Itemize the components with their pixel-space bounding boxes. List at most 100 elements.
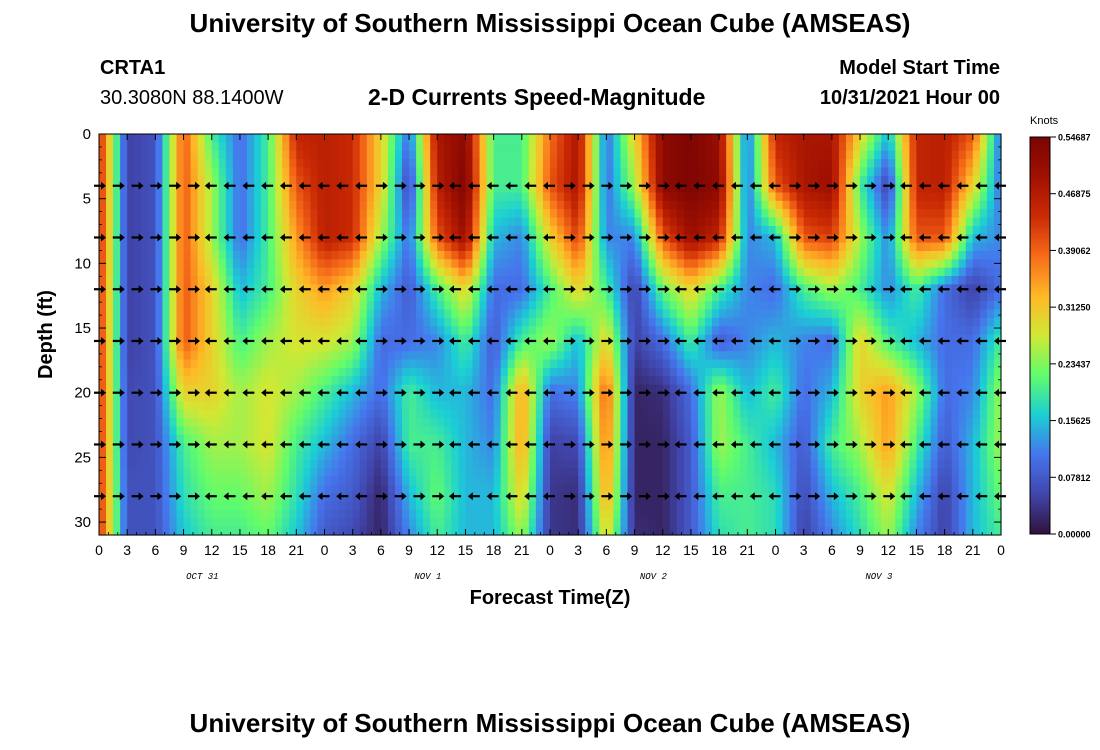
heatmap-cell xyxy=(437,267,445,277)
heatmap-cell xyxy=(895,342,903,352)
heatmap-cell xyxy=(789,401,798,411)
heatmap-cell xyxy=(486,209,495,219)
heatmap-cell xyxy=(831,367,840,377)
heatmap-cell xyxy=(993,384,1002,394)
heatmap-cell xyxy=(909,418,918,427)
heatmap-cell xyxy=(232,384,241,394)
heatmap-cell xyxy=(211,134,220,143)
heatmap-cell xyxy=(951,292,960,302)
heatmap-cell xyxy=(261,434,269,444)
heatmap-cell xyxy=(683,334,692,344)
heatmap-cell xyxy=(923,401,932,411)
heatmap-cell xyxy=(345,384,354,394)
heatmap-cell xyxy=(796,292,805,302)
heatmap-cell xyxy=(338,401,347,411)
heatmap-cell xyxy=(824,301,833,311)
heatmap-cell xyxy=(176,250,185,260)
heatmap-cell xyxy=(465,434,474,444)
heatmap-cell xyxy=(803,209,812,219)
heatmap-cell xyxy=(550,192,558,202)
heatmap-cell xyxy=(275,159,283,169)
heatmap-cell xyxy=(867,384,875,394)
heatmap-cell xyxy=(324,451,333,461)
heatmap-cell xyxy=(810,217,819,227)
heatmap-cell xyxy=(613,317,622,327)
heatmap-cell xyxy=(444,259,452,269)
heatmap-cell xyxy=(564,142,572,152)
heatmap-cell xyxy=(310,326,319,336)
heatmap-cell xyxy=(775,334,784,344)
heatmap-cell xyxy=(824,200,833,210)
heatmap-cell xyxy=(423,200,431,210)
heatmap-cell xyxy=(937,342,946,352)
heatmap-cell xyxy=(782,309,791,319)
heatmap-cell xyxy=(423,384,431,394)
heatmap-cell xyxy=(606,192,615,202)
heatmap-cell xyxy=(923,409,932,419)
heatmap-cell xyxy=(317,309,326,319)
heatmap-cell xyxy=(465,326,474,336)
heatmap-cell xyxy=(106,234,114,244)
heatmap-cell xyxy=(141,367,149,377)
heatmap-cell xyxy=(451,192,459,202)
heatmap-cell xyxy=(359,192,368,202)
heatmap-cell xyxy=(775,217,784,227)
heatmap-cell xyxy=(810,426,819,436)
heatmap-cell xyxy=(951,234,960,244)
heatmap-cell xyxy=(416,134,424,143)
heatmap-cell xyxy=(803,301,812,311)
heatmap-cell xyxy=(155,217,164,227)
heatmap-cell xyxy=(113,234,121,244)
heatmap-cell xyxy=(550,200,558,210)
heatmap-cell xyxy=(380,401,389,411)
heatmap-cell xyxy=(289,175,297,185)
heatmap-cell xyxy=(705,284,713,294)
heatmap-cell xyxy=(373,192,382,202)
heatmap-cell xyxy=(578,426,586,436)
heatmap-cell xyxy=(113,418,121,427)
heatmap-cell xyxy=(655,409,664,419)
heatmap-cell xyxy=(134,142,142,152)
heatmap-cell xyxy=(352,301,361,311)
heatmap-cell xyxy=(409,451,417,461)
heatmap-cell xyxy=(930,334,939,344)
heatmap-cell xyxy=(225,434,234,444)
heatmap-cell xyxy=(261,159,269,169)
heatmap-cell xyxy=(676,292,685,302)
heatmap-cell xyxy=(373,326,382,336)
heatmap-cell xyxy=(345,334,354,344)
heatmap-cell xyxy=(761,401,770,411)
heatmap-cell xyxy=(585,167,593,177)
heatmap-cell xyxy=(338,150,347,160)
heatmap-cell xyxy=(895,451,903,461)
heatmap-cell xyxy=(697,184,706,194)
heatmap-cell xyxy=(690,326,699,336)
heatmap-cell xyxy=(838,392,847,402)
heatmap-cell xyxy=(535,150,544,160)
heatmap-cell xyxy=(761,159,770,169)
heatmap-cell xyxy=(134,242,142,252)
heatmap-cell xyxy=(409,401,417,411)
heatmap-cell xyxy=(296,384,304,394)
heatmap-cell xyxy=(620,150,629,160)
heatmap-cell xyxy=(817,392,826,402)
heatmap-cell xyxy=(416,267,424,277)
heatmap-cell xyxy=(641,384,650,394)
heatmap-cell xyxy=(528,326,537,336)
heatmap-cell xyxy=(268,134,276,143)
heatmap-cell xyxy=(155,434,164,444)
heatmap-cell xyxy=(951,384,960,394)
heatmap-cell xyxy=(352,309,361,319)
heatmap-cell xyxy=(113,301,121,311)
heatmap-cell xyxy=(409,392,417,402)
heatmap-cell xyxy=(289,200,297,210)
heatmap-cell xyxy=(690,142,699,152)
heatmap-cell xyxy=(535,342,544,352)
heatmap-cell xyxy=(557,134,565,143)
heatmap-cell xyxy=(134,376,142,386)
heatmap-cell xyxy=(282,418,290,427)
heatmap-cell xyxy=(979,234,988,244)
heatmap-cell xyxy=(874,309,882,319)
heatmap-cell xyxy=(148,351,156,361)
heatmap-cell xyxy=(972,426,981,436)
